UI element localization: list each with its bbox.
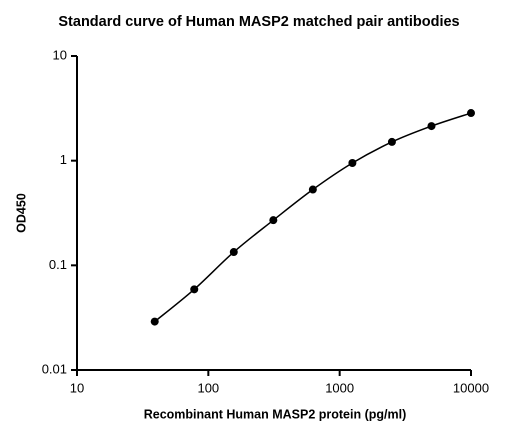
point <box>467 109 475 118</box>
y-tick-label: 0.01 <box>42 361 67 376</box>
point <box>269 216 278 225</box>
x-tick-label: 10000 <box>453 380 489 395</box>
point <box>387 137 396 146</box>
point <box>190 285 199 294</box>
point <box>348 158 357 167</box>
point <box>427 122 436 131</box>
y-axis-title: OD450 <box>14 193 28 233</box>
y-tick-label: 10 <box>53 47 67 62</box>
chart-title: Standard curve of Human MASP2 matched pa… <box>58 14 459 30</box>
x-tick-label: 10 <box>70 380 84 395</box>
x-axis-title: Recombinant Human MASP2 protein (pg/ml) <box>144 407 407 421</box>
point <box>150 317 159 326</box>
point <box>308 185 317 194</box>
y-tick-label: 1 <box>60 152 67 167</box>
x-tick-label: 1000 <box>325 380 354 395</box>
point <box>229 248 238 257</box>
y-tick-label: 0.1 <box>49 257 67 272</box>
curve <box>154 112 472 323</box>
x-tick-label: 100 <box>197 380 219 395</box>
